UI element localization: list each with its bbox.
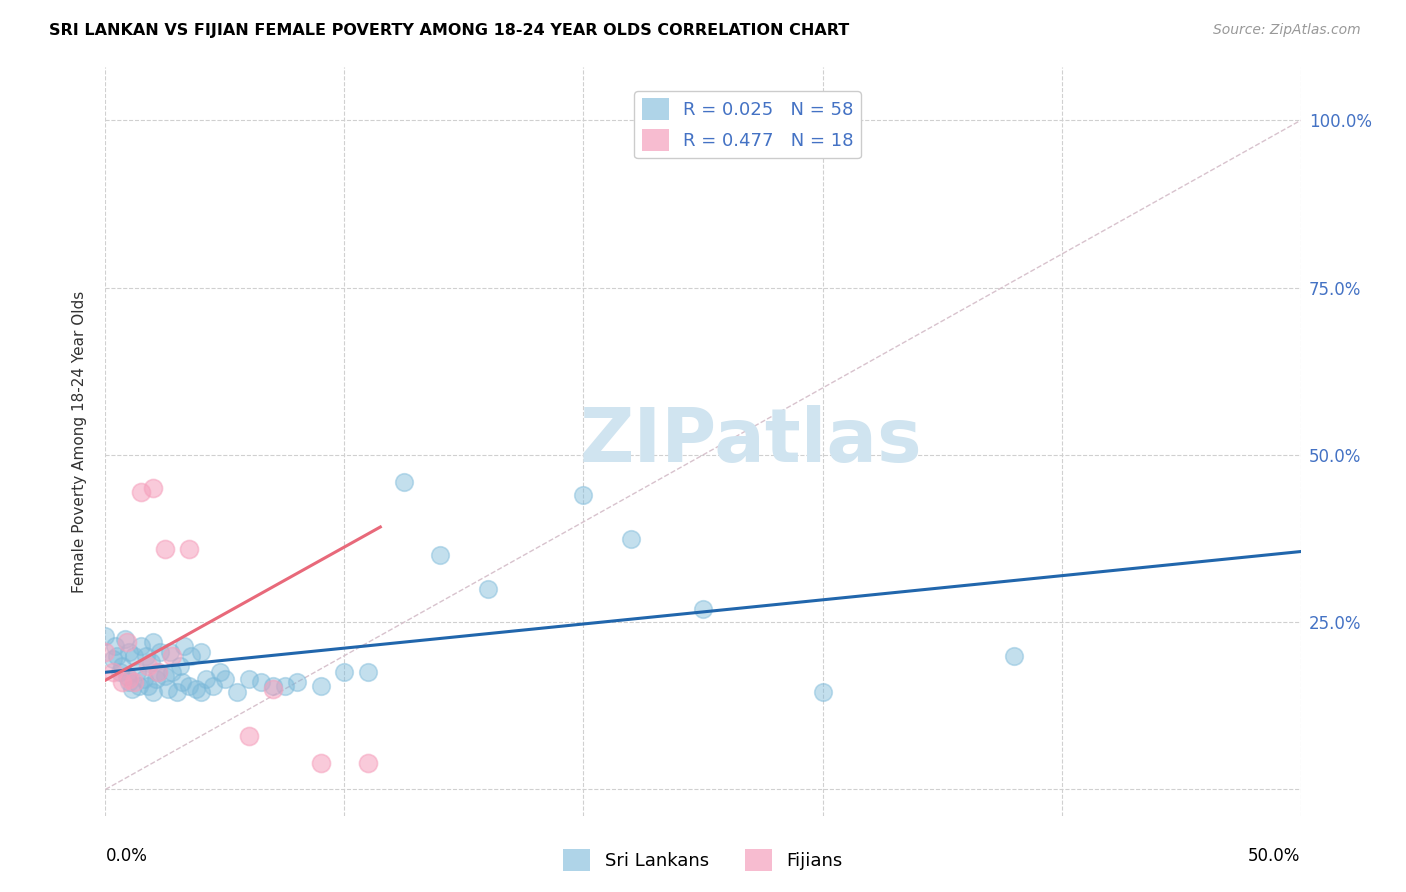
Point xyxy=(170,675,193,690)
Point xyxy=(156,682,179,697)
Point xyxy=(129,484,153,499)
Point xyxy=(177,541,201,556)
Text: 0.0%: 0.0% xyxy=(105,847,148,864)
Point xyxy=(190,685,212,699)
Point xyxy=(118,645,141,659)
Point xyxy=(180,648,202,663)
Point xyxy=(273,679,295,693)
Point xyxy=(238,729,260,743)
Point xyxy=(692,602,714,616)
Point xyxy=(162,665,184,680)
Point xyxy=(477,582,499,596)
Point xyxy=(620,532,643,546)
Point xyxy=(118,672,141,686)
Point xyxy=(101,652,124,666)
Point xyxy=(107,648,129,663)
Point xyxy=(132,672,155,686)
Point xyxy=(101,665,124,680)
Point xyxy=(111,675,134,690)
Point xyxy=(429,548,451,563)
Point xyxy=(146,665,169,680)
Point xyxy=(118,675,141,690)
Point xyxy=(202,679,225,693)
Point xyxy=(309,756,332,770)
Point xyxy=(128,679,150,693)
Point xyxy=(142,685,165,699)
Point xyxy=(145,672,167,686)
Point xyxy=(225,685,249,699)
Text: 50.0%: 50.0% xyxy=(1249,847,1301,864)
Point xyxy=(166,685,188,699)
Point xyxy=(153,669,177,683)
Point xyxy=(262,682,284,697)
Point xyxy=(135,648,157,663)
Point xyxy=(111,658,134,673)
Point xyxy=(94,628,117,642)
Point xyxy=(138,658,160,673)
Point xyxy=(121,682,143,697)
Point xyxy=(115,635,138,649)
Point xyxy=(94,645,117,659)
Point xyxy=(115,669,138,683)
Point xyxy=(169,658,191,673)
Point xyxy=(114,632,136,646)
Point xyxy=(572,488,595,502)
Point xyxy=(262,679,284,693)
Point xyxy=(139,655,162,669)
Text: SRI LANKAN VS FIJIAN FEMALE POVERTY AMONG 18-24 YEAR OLDS CORRELATION CHART: SRI LANKAN VS FIJIAN FEMALE POVERTY AMON… xyxy=(49,23,849,38)
Text: ZIPatlas: ZIPatlas xyxy=(579,405,922,478)
Point xyxy=(214,672,236,686)
Point xyxy=(122,675,145,690)
Point xyxy=(392,475,416,489)
Point xyxy=(122,648,145,663)
Point xyxy=(142,635,165,649)
Point xyxy=(125,665,148,680)
Point xyxy=(177,679,201,693)
Y-axis label: Female Poverty Among 18-24 Year Olds: Female Poverty Among 18-24 Year Olds xyxy=(72,291,87,592)
Point xyxy=(357,756,380,770)
Point xyxy=(190,645,212,659)
Point xyxy=(108,665,131,680)
Text: Source: ZipAtlas.com: Source: ZipAtlas.com xyxy=(1213,23,1361,37)
Point xyxy=(811,685,834,699)
Point xyxy=(333,665,356,680)
Point xyxy=(138,679,160,693)
Point xyxy=(142,482,165,496)
Legend: Sri Lankans, Fijians: Sri Lankans, Fijians xyxy=(555,842,851,879)
Point xyxy=(162,648,184,663)
Point xyxy=(173,639,195,653)
Point xyxy=(285,675,308,690)
Point xyxy=(357,665,380,680)
Point xyxy=(740,134,762,148)
Point xyxy=(146,665,169,680)
Point xyxy=(129,639,153,653)
Point xyxy=(209,665,232,680)
Point xyxy=(1002,648,1025,663)
Point xyxy=(186,682,208,697)
Point xyxy=(250,675,273,690)
Point xyxy=(149,645,172,659)
Point xyxy=(153,541,177,556)
Point xyxy=(159,645,181,659)
Point xyxy=(194,672,217,686)
Point xyxy=(104,639,127,653)
Point xyxy=(238,672,260,686)
Legend: R = 0.025   N = 58, R = 0.477   N = 18: R = 0.025 N = 58, R = 0.477 N = 18 xyxy=(634,91,860,159)
Point xyxy=(309,679,332,693)
